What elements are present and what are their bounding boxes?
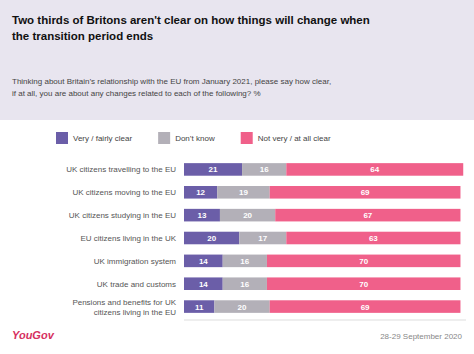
title: Two thirds of Britons aren't clear on ho… [12, 14, 370, 42]
legend: Very / fairly clear Don’t know Not very / … [56, 132, 331, 144]
data-label: 17 [258, 234, 267, 243]
category-label: UK citizens travelling to the EU [66, 165, 176, 174]
data-label: 70 [359, 280, 368, 289]
bar-segment [217, 186, 270, 199]
footer-source: YouGov [12, 329, 55, 341]
bar-segment [267, 255, 461, 268]
legend-label: Not very / at all clear [258, 134, 331, 143]
bar-segment [220, 209, 275, 222]
category-label: UK citizens moving to the EU [72, 188, 176, 197]
bar-segment [286, 163, 463, 176]
data-label: 14 [199, 257, 208, 266]
bar-segment [267, 277, 461, 290]
category-label: UK immigration system [94, 257, 177, 266]
title-background [0, 0, 474, 120]
data-label: 12 [196, 188, 205, 197]
category-label: UK citizens studying in the EU [69, 211, 176, 220]
bars [184, 163, 463, 313]
bar-segment [239, 232, 286, 245]
data-label: 69 [361, 303, 370, 312]
category-labels: UK citizens travelling to the EU UK citiz… [66, 165, 176, 316]
data-label: 16 [240, 280, 249, 289]
chart: Two thirds of Britons aren't clear on ho… [0, 0, 474, 354]
bar-segment [184, 163, 242, 176]
data-label: 16 [260, 165, 269, 174]
bar-segment [286, 232, 460, 245]
bar-segment [184, 277, 223, 290]
data-label: 20 [243, 211, 252, 220]
data-label: 20 [207, 234, 216, 243]
bar-segment [184, 209, 220, 222]
bar-segment [214, 300, 269, 313]
data-label: 64 [370, 165, 379, 174]
bar-segment [223, 277, 267, 290]
subtitle: Thinking about Britain’s relationship wi… [12, 77, 331, 98]
legend-label: Very / fairly clear [73, 134, 132, 143]
bar-segment [223, 255, 267, 268]
background [0, 0, 474, 354]
data-label: 20 [238, 303, 247, 312]
data-label: 63 [369, 234, 378, 243]
legend-swatch [241, 132, 253, 144]
legend-swatch [56, 132, 68, 144]
data-label: 16 [240, 257, 249, 266]
data-label: 14 [199, 280, 208, 289]
bar-segment [184, 186, 217, 199]
category-label: Pensions and benefits for UKcitizens liv… [72, 298, 176, 317]
footer-date: 28-29 September 2020 [380, 332, 462, 341]
data-label: 69 [361, 188, 370, 197]
data-label: 13 [198, 211, 207, 220]
bar-segment [184, 232, 239, 245]
x-axis-line [184, 320, 466, 321]
bar-segment [242, 163, 286, 176]
category-label: UK trade and customs [97, 280, 176, 289]
bar-segment [184, 300, 214, 313]
bar-segment [184, 255, 223, 268]
data-label: 70 [359, 257, 368, 266]
bar-segment [270, 300, 461, 313]
category-label: EU citizens living in the UK [80, 234, 176, 243]
data-label: 21 [209, 165, 218, 174]
bar-segment [275, 209, 460, 222]
legend-label: Don’t know [175, 134, 215, 143]
legend-swatch [158, 132, 170, 144]
data-label: 67 [363, 211, 372, 220]
data-label: 19 [239, 188, 248, 197]
data-label: 11 [195, 303, 204, 312]
bar-segment [270, 186, 461, 199]
data-labels: 21 16 64 12 19 69 13 20 67 20 17 63 14 16 70 14 16 70 11 20… [195, 165, 380, 311]
